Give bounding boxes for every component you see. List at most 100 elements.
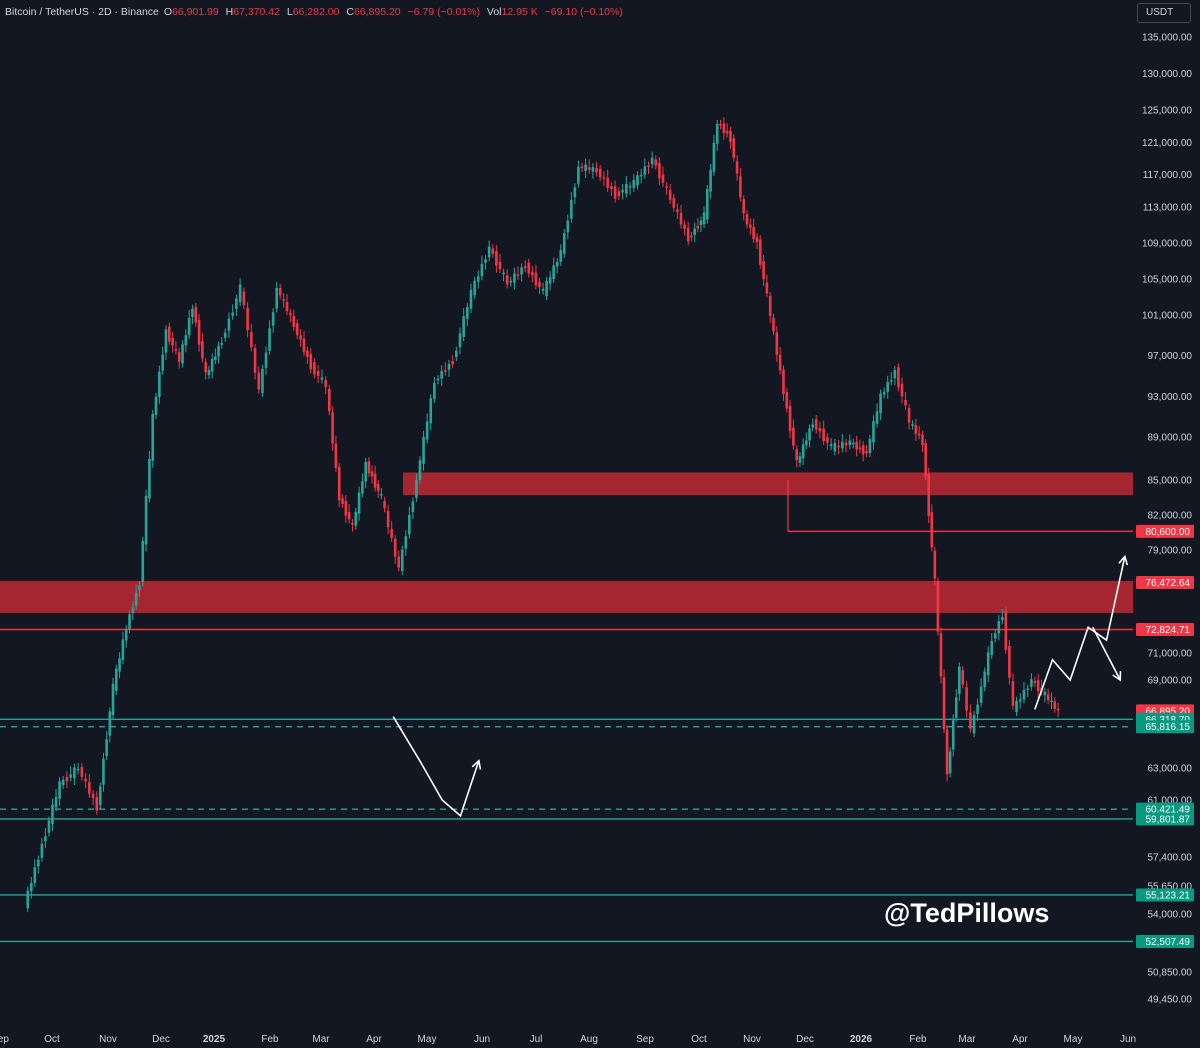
candle (1018, 699, 1022, 702)
time-tick-label: Feb (261, 1034, 279, 1045)
time-tick-label: Apr (1012, 1034, 1028, 1045)
candle (855, 441, 858, 450)
candle (383, 501, 386, 509)
candle (1011, 681, 1015, 706)
candle (936, 581, 940, 632)
projection-arrowhead (1118, 554, 1129, 566)
price-tick-label: 50,850.00 (1148, 968, 1193, 979)
price-tick-label: 125,000.00 (1142, 106, 1192, 117)
candle (299, 335, 302, 340)
candle (231, 312, 234, 316)
candle (628, 186, 632, 188)
candle (865, 450, 868, 454)
time-tick-label: Jun (474, 1034, 490, 1045)
candle (495, 251, 498, 266)
candle (552, 265, 555, 279)
candle (617, 191, 621, 197)
candle (969, 712, 972, 729)
candle (509, 280, 513, 283)
price-tick-label: 63,000.00 (1148, 764, 1193, 775)
candle (84, 778, 87, 782)
time-tick-label: Sep (636, 1034, 654, 1045)
price-badge-label: 66,895.20 (1146, 706, 1191, 717)
candle (889, 379, 893, 382)
candle (207, 369, 211, 376)
candle (154, 396, 158, 415)
candle (376, 484, 380, 491)
candle (725, 131, 729, 134)
candle (76, 768, 80, 771)
volume-value: 12.95 K (501, 6, 538, 18)
candle (1043, 691, 1047, 696)
candle (924, 443, 927, 477)
candle (933, 550, 937, 579)
candle (390, 528, 393, 538)
candle (306, 350, 309, 357)
time-tick-label: Nov (743, 1034, 761, 1045)
price-badge-label: 72,824.71 (1146, 625, 1191, 636)
candle (151, 413, 155, 461)
candle (379, 493, 383, 496)
price-tick-label: 105,000.00 (1142, 275, 1192, 286)
candle (917, 433, 921, 436)
candle (921, 434, 924, 446)
candle (275, 288, 279, 309)
time-tick-label: Mar (958, 1034, 976, 1045)
candle (942, 677, 946, 730)
currency-button[interactable]: USDT (1137, 3, 1191, 23)
candle (676, 209, 679, 213)
candle (37, 859, 40, 867)
candle (765, 282, 769, 294)
time-tick-label: 2026 (850, 1034, 873, 1045)
price-tick-label: 82,000.00 (1148, 511, 1193, 522)
candle (559, 250, 563, 262)
candle (214, 356, 217, 360)
price-tick-label: 79,000.00 (1148, 546, 1193, 557)
candle (134, 592, 138, 606)
candle (393, 538, 397, 557)
candle (527, 262, 531, 274)
candle (177, 352, 181, 362)
price-tick-label: 109,000.00 (1142, 239, 1192, 250)
high-value: 67,370.42 (233, 6, 280, 18)
candle (829, 444, 833, 447)
candle (191, 308, 194, 317)
candle (370, 471, 374, 477)
candle (88, 782, 91, 794)
candle (282, 299, 285, 301)
close-value: 66,895.20 (353, 6, 401, 18)
candle (498, 261, 502, 270)
time-tick-label: May (418, 1034, 437, 1045)
candle (818, 427, 822, 432)
candle (344, 501, 348, 516)
price-badge (1136, 576, 1194, 590)
candle (702, 212, 706, 225)
candle (654, 159, 658, 166)
candle (210, 359, 214, 372)
candle (425, 421, 429, 440)
candle (121, 639, 125, 660)
candle (44, 836, 47, 842)
candle (469, 289, 473, 309)
candle (65, 777, 69, 782)
price-badge (1136, 888, 1194, 902)
candle (768, 296, 772, 316)
candle (795, 449, 799, 461)
candle (373, 473, 377, 488)
candle (735, 161, 739, 174)
candle (621, 190, 624, 193)
projection-path (1034, 556, 1126, 710)
candle (505, 275, 509, 285)
price-tick-label: 71,000.00 (1148, 649, 1193, 660)
price-tick-label: 57,400.00 (1148, 853, 1193, 864)
price-badge-label: 65,816.15 (1146, 722, 1191, 733)
candle (610, 186, 613, 190)
candle (997, 621, 1001, 634)
candle (1030, 679, 1033, 687)
candle (235, 298, 238, 309)
candle (976, 704, 979, 714)
time-tick-label: Sep (0, 1034, 9, 1045)
time-tick-label: Jul (530, 1034, 543, 1045)
candle (1015, 700, 1018, 713)
